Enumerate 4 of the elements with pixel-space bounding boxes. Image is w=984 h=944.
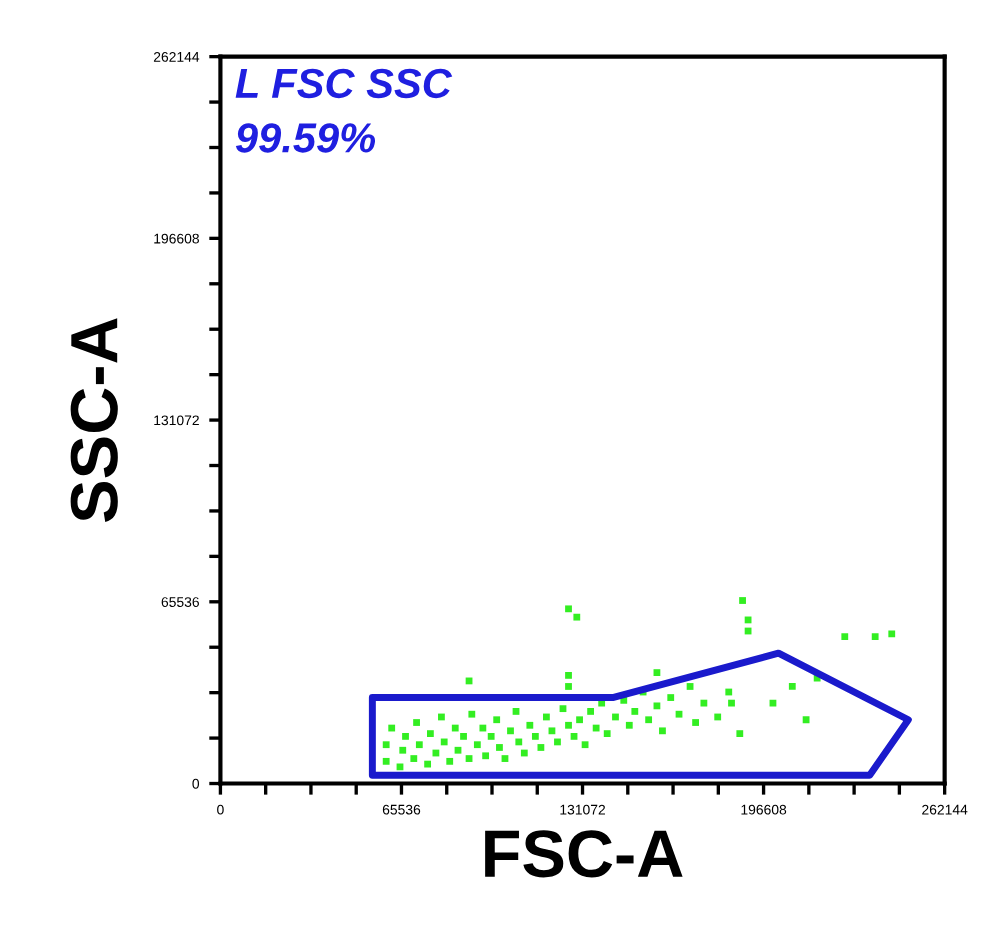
annotation: L FSC SSC xyxy=(235,68,453,99)
annotation: 99.59% xyxy=(235,123,376,153)
x-axis-title: FSC-A xyxy=(485,830,683,878)
y-axis-title: SSC-A xyxy=(70,318,118,522)
